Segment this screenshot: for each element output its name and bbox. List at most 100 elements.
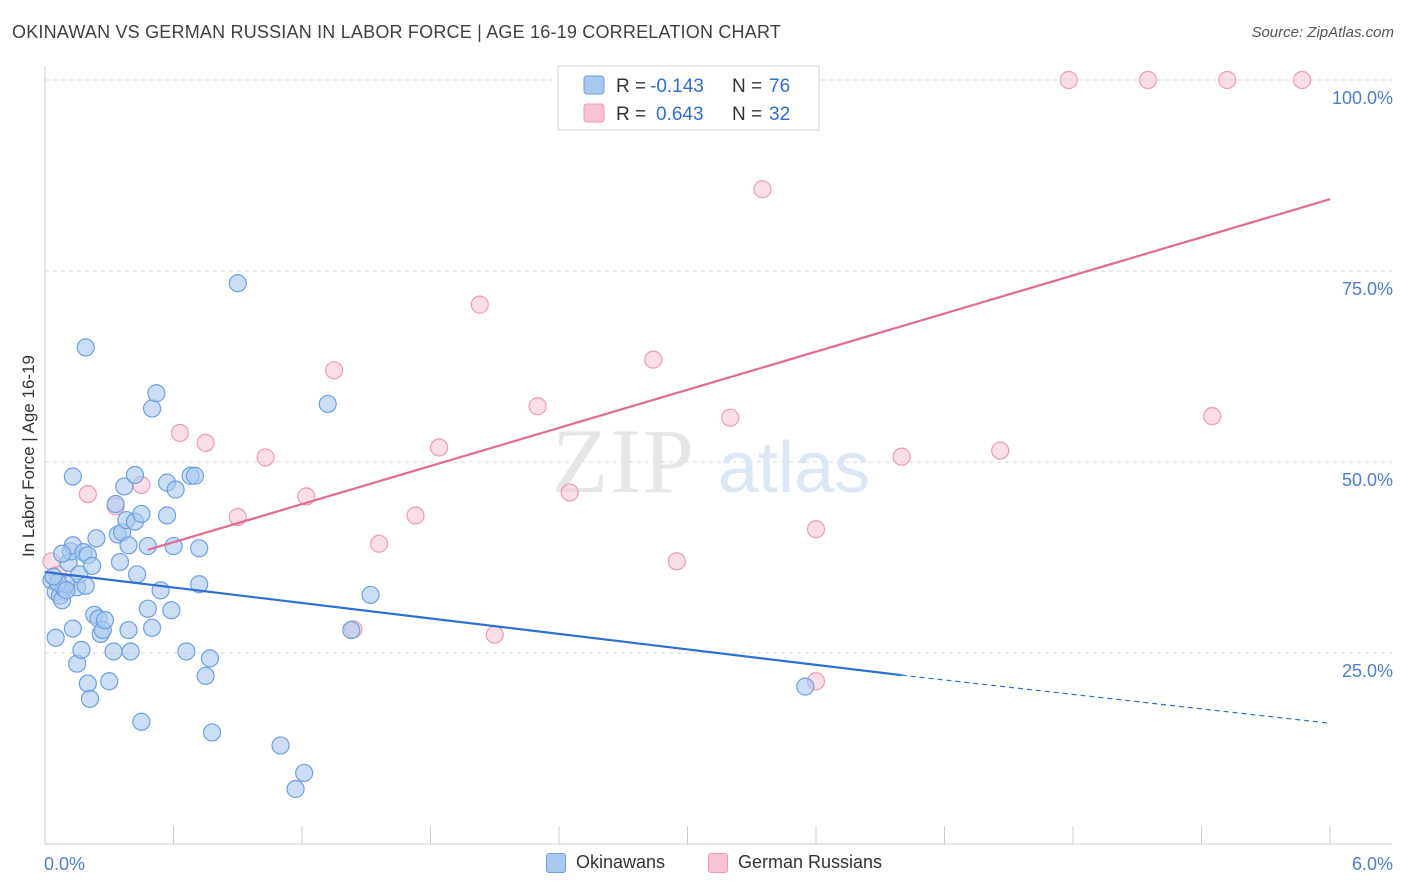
point-okinawans-75 — [57, 581, 76, 600]
point-german-russians-26 — [991, 441, 1010, 460]
point-okinawans-71 — [796, 677, 815, 696]
point-okinawans-12 — [87, 529, 106, 548]
point-german-russians-21 — [721, 408, 740, 427]
point-german-russians-30 — [1218, 70, 1237, 90]
legend-n-value-2: 32 — [769, 104, 790, 125]
point-german-russians-6 — [196, 433, 215, 452]
point-okinawans-57 — [190, 539, 209, 558]
point-german-russians-16 — [485, 625, 504, 644]
legend-label-german-russians: German Russians — [738, 852, 883, 872]
point-german-russians-5 — [170, 423, 190, 443]
series-german-russians — [42, 70, 1312, 691]
point-german-russians-18 — [560, 483, 579, 502]
axes — [44, 66, 1392, 845]
point-german-russians-8 — [256, 448, 275, 467]
point-german-russians-27 — [1059, 70, 1078, 90]
legend-n-value-1: 76 — [769, 76, 790, 97]
point-german-russians-2 — [78, 484, 97, 504]
point-okinawans-62 — [76, 338, 95, 357]
point-okinawans-29 — [106, 494, 125, 514]
point-german-russians-25 — [892, 447, 911, 466]
point-german-russians-17 — [528, 397, 547, 416]
point-german-russians-10 — [325, 361, 344, 380]
point-okinawans-19 — [76, 576, 95, 595]
point-okinawans-74 — [44, 567, 63, 586]
point-okinawans-37 — [121, 642, 140, 661]
point-okinawans-46 — [142, 399, 162, 418]
point-okinawans-11 — [83, 556, 102, 576]
point-german-russians-29 — [1203, 407, 1222, 426]
y-tick-label-50: 50.0% — [1342, 470, 1393, 490]
point-german-russians-23 — [806, 520, 826, 539]
legend-swatch-german-russians — [583, 103, 605, 123]
point-okinawans-45 — [142, 618, 162, 637]
point-german-russians-22 — [753, 180, 772, 199]
point-okinawans-67 — [295, 763, 314, 783]
y-tick-label-75: 75.0% — [1342, 279, 1393, 299]
legend-n-label-1: N = — [732, 76, 762, 97]
point-german-russians-15 — [470, 295, 489, 314]
point-okinawans-51 — [162, 601, 181, 620]
point-okinawans-65 — [271, 736, 290, 755]
legend-swatch-blue — [546, 852, 566, 873]
point-german-russians-31 — [1293, 70, 1312, 90]
point-okinawans-20 — [78, 674, 97, 693]
y-tick-label-100: 100.0% — [1332, 88, 1393, 108]
point-okinawans-66 — [286, 779, 305, 799]
legend-r-label-1: R = — [616, 76, 646, 97]
x-tick-label-max: 6.0% — [1352, 854, 1393, 874]
point-okinawans-13 — [46, 628, 65, 647]
trend-okinawans — [44, 570, 902, 677]
point-german-russians-14 — [429, 438, 449, 457]
point-german-russians-13 — [406, 506, 425, 525]
legend-label-okinawans: Okinawans — [576, 852, 666, 872]
point-okinawans-35 — [119, 620, 138, 640]
point-okinawans-14 — [53, 544, 72, 563]
legend-item-german-russians: German Russians — [708, 852, 882, 873]
point-okinawans-33 — [115, 477, 134, 496]
point-okinawans-64 — [228, 274, 247, 293]
y-axis-label: In Labor Force | Age 16-19 — [19, 355, 38, 557]
legend-item-okinawans: Okinawans — [546, 852, 665, 873]
point-okinawans-63 — [63, 467, 82, 486]
point-okinawans-68 — [318, 394, 337, 414]
point-okinawans-42 — [132, 712, 151, 731]
trend-okinawans-extrapolated — [901, 674, 1331, 724]
legend-swatch-pink — [708, 852, 728, 873]
axis-labels: 25.0% 50.0% 75.0% 100.0% 0.0% 6.0% — [44, 88, 1393, 874]
point-okinawans-56 — [185, 466, 205, 485]
point-okinawans-58 — [190, 575, 209, 594]
watermark-atlas: atlas — [718, 428, 870, 508]
chart-title: OKINAWAN VS GERMAN RUSSIAN IN LABOR FORC… — [12, 22, 782, 42]
trend-german-russians — [147, 198, 1331, 551]
point-german-russians-20 — [667, 552, 686, 571]
legend-bottom: Okinawans German Russians — [0, 852, 1406, 878]
point-okinawans-53 — [166, 480, 185, 499]
point-okinawans-43 — [138, 536, 157, 556]
x-tick-label-min: 0.0% — [44, 854, 85, 874]
point-german-russians-12 — [370, 534, 389, 553]
point-okinawans-59 — [196, 666, 215, 686]
legend-top: R = -0.143 N = 76 R = 0.643 N = 32 — [557, 65, 820, 131]
point-okinawans-36 — [119, 536, 138, 555]
legend-swatch-okinawans — [583, 75, 605, 95]
point-okinawans-61 — [202, 723, 222, 742]
point-german-russians-19 — [644, 350, 663, 369]
point-okinawans-40 — [127, 565, 147, 584]
legend-r-value-1: -0.143 — [650, 76, 704, 97]
point-okinawans-27 — [100, 672, 119, 691]
point-okinawans-16 — [63, 619, 82, 638]
point-okinawans-54 — [177, 642, 196, 661]
point-okinawans-60 — [200, 649, 220, 668]
point-german-russians-28 — [1138, 70, 1158, 90]
point-okinawans-47 — [147, 384, 166, 403]
point-okinawans-39 — [125, 465, 145, 485]
source-label: Source: ZipAtlas.com — [1251, 24, 1394, 41]
point-okinawans-28 — [104, 642, 123, 661]
point-okinawans-30 — [110, 552, 130, 572]
point-okinawans-50 — [157, 506, 177, 525]
grid — [45, 79, 1392, 654]
point-okinawans-21 — [80, 689, 100, 708]
legend-r-label-2: R = — [616, 104, 646, 125]
